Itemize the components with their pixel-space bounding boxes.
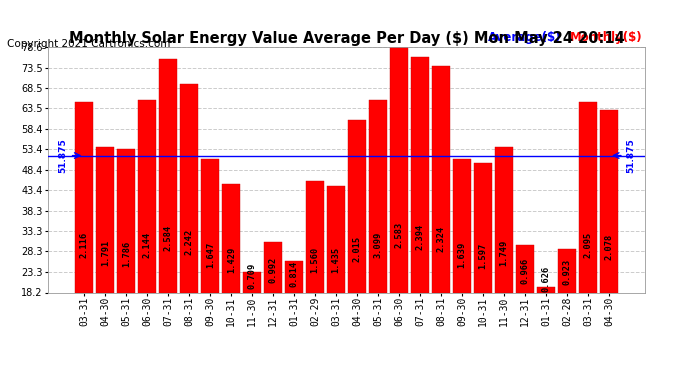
Text: 0.992: 0.992 (269, 257, 278, 284)
Text: 1.647: 1.647 (206, 242, 215, 268)
Text: 2.394: 2.394 (415, 224, 424, 250)
Text: 51.875: 51.875 (59, 138, 68, 173)
Bar (432, 66, 450, 292)
Bar (244, 272, 262, 292)
Title: Monthly Solar Energy Value Average Per Day ($) Mon May 24 20:14: Monthly Solar Energy Value Average Per D… (69, 31, 624, 46)
Bar (201, 159, 219, 292)
Bar (286, 261, 303, 292)
Bar (495, 147, 513, 292)
Text: 0.966: 0.966 (521, 258, 530, 284)
Text: Average($): Average($) (488, 32, 562, 44)
Bar (391, 45, 408, 292)
Bar (180, 84, 198, 292)
Bar (558, 249, 576, 292)
Text: 1.435: 1.435 (332, 247, 341, 273)
Text: Monthly($): Monthly($) (569, 32, 642, 44)
Text: 2.584: 2.584 (164, 224, 172, 251)
Text: 1.791: 1.791 (101, 240, 110, 266)
Text: 1.429: 1.429 (227, 247, 236, 273)
Bar (411, 57, 429, 292)
Text: 0.923: 0.923 (562, 258, 571, 285)
Text: 1.597: 1.597 (479, 243, 488, 269)
Text: 1.786: 1.786 (122, 240, 131, 267)
Bar (538, 287, 555, 292)
Bar (516, 244, 534, 292)
Bar (159, 60, 177, 292)
Bar (306, 182, 324, 292)
Text: 3.099: 3.099 (374, 232, 383, 258)
Text: 2.144: 2.144 (143, 232, 152, 258)
Text: 1.749: 1.749 (500, 240, 509, 266)
Text: 2.078: 2.078 (604, 234, 613, 260)
Text: 0.709: 0.709 (248, 262, 257, 289)
Bar (369, 100, 387, 292)
Text: 1.639: 1.639 (457, 242, 466, 268)
Text: 2.095: 2.095 (584, 232, 593, 258)
Bar (117, 149, 135, 292)
Text: Copyright 2021 Cartronics.com: Copyright 2021 Cartronics.com (7, 39, 170, 50)
Text: 2.015: 2.015 (353, 235, 362, 261)
Bar (579, 102, 597, 292)
Bar (453, 159, 471, 292)
Bar (75, 102, 93, 292)
Bar (222, 183, 240, 292)
Bar (139, 100, 156, 292)
Bar (327, 186, 345, 292)
Text: 2.583: 2.583 (395, 222, 404, 248)
Bar (264, 243, 282, 292)
Text: 0.626: 0.626 (542, 265, 551, 291)
Text: 0.814: 0.814 (290, 261, 299, 287)
Bar (97, 147, 115, 292)
Text: 2.116: 2.116 (80, 232, 89, 258)
Bar (348, 120, 366, 292)
Text: 2.242: 2.242 (185, 229, 194, 255)
Text: 1.560: 1.560 (310, 246, 319, 273)
Text: 2.324: 2.324 (437, 225, 446, 252)
Text: 51.875: 51.875 (626, 138, 635, 173)
Bar (474, 163, 492, 292)
Bar (600, 110, 618, 292)
